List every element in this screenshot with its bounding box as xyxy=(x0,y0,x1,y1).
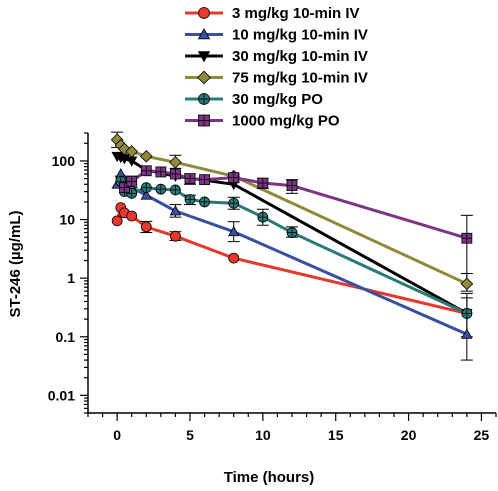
y-tick-label: 10 xyxy=(59,212,75,228)
marker-circle xyxy=(111,215,123,227)
marker-circle xyxy=(140,221,152,233)
axes: 0 5 10 15 20 25 0.01 0.1 1 10 100 xyxy=(48,132,497,443)
y-axis-title: ST-246 (µg/mL) xyxy=(7,211,24,318)
x-tick-label: 10 xyxy=(255,427,271,443)
marker-triangle xyxy=(228,225,240,237)
marker-triangle xyxy=(140,189,152,200)
legend-label: 1000 mg/kg PO xyxy=(232,113,340,130)
y-tick-label: 0.1 xyxy=(56,329,76,345)
marker-triangle xyxy=(461,328,473,339)
marker-diamond xyxy=(125,145,139,158)
marker-triangle-down xyxy=(197,51,211,63)
x-tick-label: 15 xyxy=(328,427,344,443)
x-tick-label: 25 xyxy=(474,427,490,443)
marker-diamond xyxy=(169,155,182,169)
marker-circle xyxy=(228,252,240,264)
x-tick-label: 20 xyxy=(401,427,417,443)
marker-diamond xyxy=(460,277,474,291)
series-line xyxy=(115,172,468,336)
marker-circle xyxy=(126,210,138,222)
series-line xyxy=(119,180,468,315)
marker-diamond xyxy=(197,70,211,85)
y-tick-label: 1 xyxy=(67,270,75,286)
marker-circle xyxy=(170,230,181,242)
marker-diamond xyxy=(139,150,153,163)
marker-triangle xyxy=(197,28,211,40)
y-tick-label: 0.01 xyxy=(48,387,75,403)
marker-circle xyxy=(198,7,210,19)
legend-label: 30 mg/kg PO xyxy=(232,91,323,108)
y-tick-label: 100 xyxy=(52,153,76,169)
error-bars xyxy=(111,131,473,361)
x-tick-label: 0 xyxy=(113,427,121,443)
legend-label: 30 mg/kg 10-min IV xyxy=(232,48,368,65)
x-tick-label: 5 xyxy=(186,427,194,443)
series-line xyxy=(115,138,468,286)
legend-label: 3 mg/kg 10-min IV xyxy=(232,5,360,22)
marker-triangle xyxy=(169,205,182,216)
plot-markers xyxy=(110,133,474,339)
x-axis-title: Time (hours) xyxy=(224,469,315,486)
legend-label: 10 mg/kg 10-min IV xyxy=(232,27,368,44)
legend-label: 75 mg/kg 10-min IV xyxy=(232,70,368,87)
legend: 3 mg/kg 10-min IV 10 mg/kg 10-min IV 30 mg… xyxy=(185,5,368,130)
